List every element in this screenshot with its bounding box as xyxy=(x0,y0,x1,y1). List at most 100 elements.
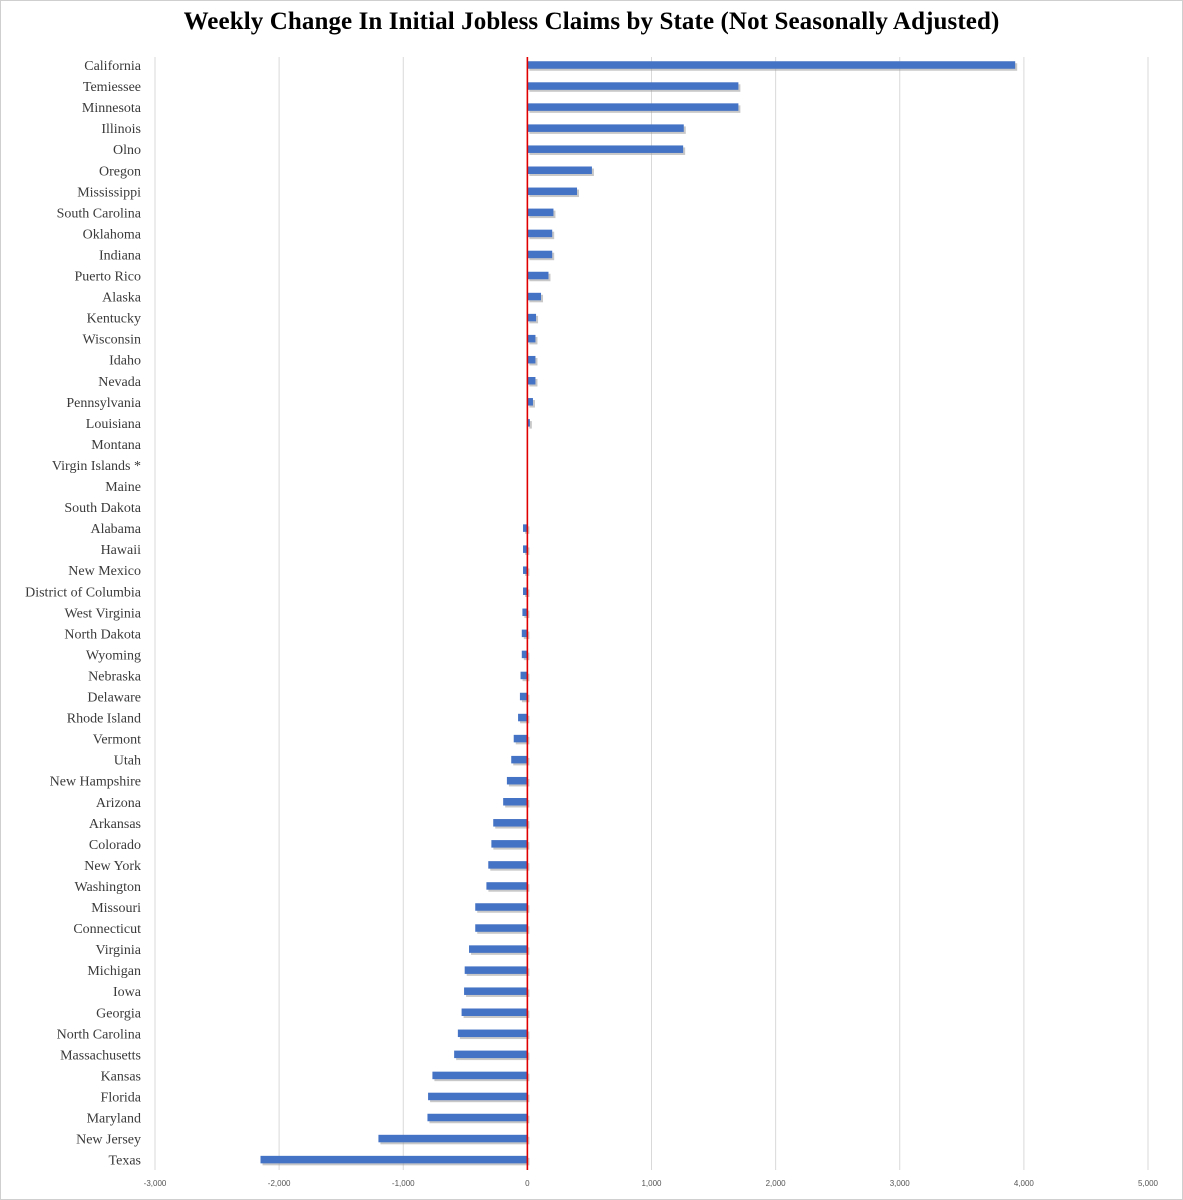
category-label: South Carolina xyxy=(57,206,142,221)
category-label: Massachusetts xyxy=(60,1048,141,1063)
x-tick-label: 5,000 xyxy=(1138,1179,1159,1188)
bar xyxy=(523,545,528,553)
x-tick-label: 1,000 xyxy=(641,1179,662,1188)
bar xyxy=(527,103,739,111)
bar xyxy=(464,966,528,974)
bar xyxy=(475,924,528,932)
category-label: Puerto Rico xyxy=(75,270,142,285)
category-label: North Carolina xyxy=(57,1027,142,1042)
category-label: Georgia xyxy=(96,1006,142,1021)
bar xyxy=(527,355,536,364)
category-label: Colorado xyxy=(89,838,141,853)
bar xyxy=(527,271,549,280)
bar xyxy=(518,713,528,722)
category-label: Virginia xyxy=(95,943,141,958)
category-label: Illinois xyxy=(101,122,141,137)
category-label: Idaho xyxy=(109,354,141,369)
category-label: Rhode Island xyxy=(67,712,141,727)
category-label: Nevada xyxy=(98,375,142,390)
category-label: Maine xyxy=(105,480,141,495)
category-label: Oklahoma xyxy=(83,227,142,242)
bar xyxy=(457,1029,528,1038)
bar xyxy=(527,145,684,153)
category-label: New Jersey xyxy=(76,1133,141,1148)
bar xyxy=(527,398,533,406)
category-label: Connecticut xyxy=(73,922,141,937)
bar xyxy=(527,124,684,132)
bar xyxy=(427,1113,528,1122)
category-label: Louisiana xyxy=(86,417,142,432)
category-label: Alabama xyxy=(90,522,141,537)
category-label: Washington xyxy=(74,880,141,895)
category-label: Missouri xyxy=(91,901,141,916)
bar xyxy=(486,882,528,890)
bar xyxy=(527,166,592,174)
bar xyxy=(493,819,528,827)
chart-title: Weekly Change In Initial Jobless Claims … xyxy=(183,8,1000,35)
bar xyxy=(488,861,528,869)
category-label: District of Columbia xyxy=(25,585,142,600)
bar xyxy=(523,566,528,574)
bar xyxy=(260,1155,528,1164)
category-label: California xyxy=(84,59,142,74)
bar xyxy=(432,1071,528,1080)
category-label: Texas xyxy=(109,1154,141,1169)
category-label: Wyoming xyxy=(86,648,141,663)
category-label: Arizona xyxy=(96,796,142,811)
category-label: New York xyxy=(84,859,141,874)
x-tick-label: -2,000 xyxy=(268,1179,291,1188)
bar xyxy=(378,1134,528,1143)
category-label: Iowa xyxy=(113,985,142,1000)
category-label: Kentucky xyxy=(87,312,141,327)
bar xyxy=(475,903,528,911)
x-tick-label: 4,000 xyxy=(1014,1179,1035,1188)
category-label: Pennsylvania xyxy=(66,396,141,411)
category-label: North Dakota xyxy=(64,627,141,642)
bar xyxy=(428,1092,528,1101)
category-label: South Dakota xyxy=(64,501,141,516)
category-label: Maryland xyxy=(87,1112,141,1127)
bar xyxy=(454,1050,528,1059)
category-label: Florida xyxy=(101,1090,142,1105)
bar xyxy=(527,208,554,217)
x-tick-label: 3,000 xyxy=(890,1179,911,1188)
bar xyxy=(491,840,528,848)
bar-shadow xyxy=(529,421,532,429)
category-label: Olno xyxy=(113,143,141,158)
category-label: Michigan xyxy=(87,964,141,979)
category-label: Indiana xyxy=(99,248,142,263)
bar xyxy=(527,61,1016,69)
category-label: Temiessee xyxy=(83,80,141,95)
bar xyxy=(527,229,553,238)
bar xyxy=(527,292,542,301)
bar xyxy=(511,755,528,764)
category-label: Hawaii xyxy=(101,543,142,558)
category-label: Kansas xyxy=(101,1069,141,1084)
bar xyxy=(506,776,528,785)
bar xyxy=(519,692,528,701)
bar xyxy=(503,798,528,806)
bar xyxy=(527,419,530,427)
category-label: Wisconsin xyxy=(82,333,141,348)
category-label: Nebraska xyxy=(88,669,142,684)
category-label: Minnesota xyxy=(82,101,142,116)
bar xyxy=(523,524,528,532)
bar xyxy=(521,629,528,638)
category-label: Delaware xyxy=(87,691,141,706)
bar xyxy=(469,945,528,953)
category-label: Alaska xyxy=(102,291,142,306)
category-label: New Mexico xyxy=(68,564,141,579)
category-label: Utah xyxy=(114,754,141,769)
category-label: Vermont xyxy=(93,733,141,748)
bar xyxy=(520,671,528,680)
x-tick-label: -3,000 xyxy=(144,1179,167,1188)
bar xyxy=(527,377,536,385)
bar xyxy=(527,313,537,322)
bar xyxy=(527,250,553,259)
bar xyxy=(521,650,528,659)
bar xyxy=(527,82,739,90)
bar xyxy=(513,734,528,743)
category-label: Oregon xyxy=(99,164,141,179)
